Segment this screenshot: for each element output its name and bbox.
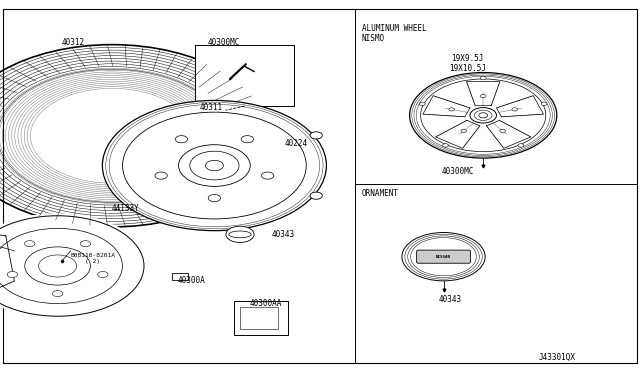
Circle shape [7, 272, 17, 278]
Circle shape [410, 73, 557, 158]
Circle shape [310, 192, 323, 199]
Circle shape [461, 129, 467, 132]
Circle shape [155, 172, 167, 179]
Circle shape [102, 100, 326, 231]
Text: 40300A: 40300A [178, 276, 206, 285]
Circle shape [81, 241, 91, 247]
Circle shape [500, 129, 506, 132]
Text: 44133Y: 44133Y [112, 204, 140, 213]
Circle shape [262, 172, 274, 179]
Circle shape [226, 226, 254, 243]
Circle shape [449, 108, 454, 111]
Circle shape [419, 102, 425, 106]
Circle shape [24, 241, 35, 247]
Circle shape [402, 232, 485, 281]
Circle shape [33, 90, 191, 181]
Text: ALUMINUM WHEEL
NISMO: ALUMINUM WHEEL NISMO [362, 24, 426, 43]
Circle shape [175, 136, 188, 143]
Text: 40300AA: 40300AA [250, 299, 282, 308]
Text: 40311: 40311 [200, 103, 223, 112]
Text: 40300MC: 40300MC [208, 38, 240, 47]
Circle shape [310, 132, 323, 139]
Text: 40300MC: 40300MC [442, 167, 474, 176]
Text: J43301QX: J43301QX [539, 353, 576, 362]
Circle shape [481, 94, 486, 98]
Text: NISSAN: NISSAN [436, 255, 451, 259]
Text: 40343: 40343 [272, 230, 295, 239]
Circle shape [443, 144, 449, 147]
Text: ORNAMENT: ORNAMENT [362, 189, 399, 198]
Bar [195, 45, 294, 106]
Text: 19X9.5J
19X10.5J: 19X9.5J 19X10.5J [449, 54, 486, 73]
FancyBboxPatch shape [417, 250, 470, 263]
Bar [234, 301, 288, 335]
Ellipse shape [229, 231, 252, 238]
Bar [240, 307, 278, 329]
Text: 40343: 40343 [438, 295, 461, 304]
Circle shape [98, 272, 108, 278]
Circle shape [480, 76, 486, 80]
Text: B08110-8201A
( 2): B08110-8201A ( 2) [70, 253, 115, 264]
Circle shape [518, 144, 524, 147]
Circle shape [208, 195, 221, 202]
Circle shape [241, 136, 253, 143]
Text: 40224: 40224 [285, 139, 308, 148]
Circle shape [52, 291, 63, 296]
FancyBboxPatch shape [172, 273, 188, 280]
Text: 40312: 40312 [62, 38, 85, 47]
Circle shape [541, 102, 547, 106]
Circle shape [512, 108, 518, 111]
Circle shape [0, 213, 148, 319]
